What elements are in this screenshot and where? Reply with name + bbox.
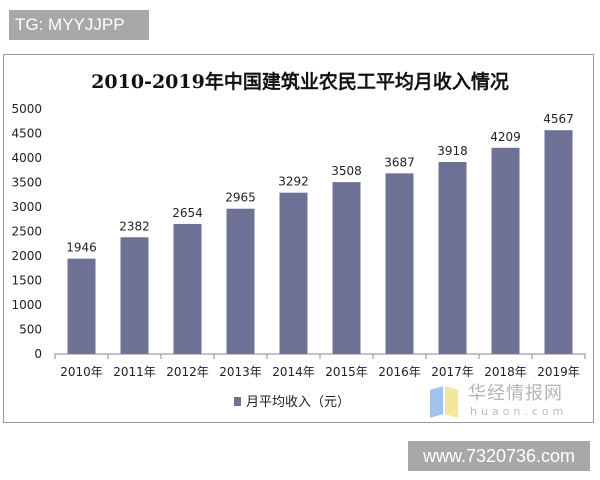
x-tick-label: 2016年 [378,365,421,379]
legend-label: 月平均收入（元） [246,395,350,410]
x-tick-label: 2012年 [166,365,209,379]
y-tick-label: 3500 [11,176,42,190]
y-tick-label: 2500 [11,225,42,239]
data-label: 2965 [225,191,256,205]
bar [279,192,308,354]
huaon-watermark-logo: 华经情报网 huaon.com [430,384,580,420]
y-tick-label: 3000 [11,200,42,214]
watermark-logo-mark-blue [430,386,443,418]
chart-title: 2010-2019年中国建筑业农民工平均月收入情况 [91,70,509,93]
data-label: 3292 [278,175,309,189]
y-tick-label: 0 [34,347,42,361]
bar [332,182,361,354]
watermark-en: huaon.com [470,405,568,418]
bar [67,258,96,354]
x-tick-label: 2015年 [325,365,368,379]
watermark-logo-mark-yellow [445,386,458,418]
chart-frame [3,54,594,423]
x-tick-label: 2017年 [431,365,474,379]
bar [385,173,414,354]
data-label: 2654 [172,206,203,220]
data-label: 4209 [490,130,521,144]
tag-label: TG: MYYJJPP [9,10,149,40]
y-tick-label: 500 [19,323,42,337]
y-tick-label: 4500 [11,127,42,141]
y-tick-label: 2000 [11,249,42,263]
y-tick-label: 1000 [11,298,42,312]
y-tick-label: 4000 [11,151,42,165]
x-tick-label: 2011年 [113,365,156,379]
bar [544,130,573,354]
bar [120,237,149,354]
site-label: www.7320736.com [408,441,590,471]
bar [491,147,520,354]
data-label: 2382 [119,219,150,233]
bar [226,208,255,354]
x-tick-label: 2014年 [272,365,315,379]
watermark-cn: 华经情报网 [468,383,563,404]
data-label: 3918 [437,144,468,158]
x-tick-label: 2013年 [219,365,262,379]
data-label: 1946 [66,241,97,255]
bar [173,223,202,354]
data-label: 3508 [331,164,362,178]
x-tick-label: 2019年 [537,365,580,379]
legend-swatch [234,397,241,406]
bar [438,162,467,354]
data-label: 3687 [384,155,415,169]
x-tick-label: 2010年 [60,365,103,379]
y-tick-label: 5000 [11,102,42,116]
x-tick-label: 2018年 [484,365,527,379]
y-tick-label: 1500 [11,274,42,288]
data-label: 4567 [543,112,574,126]
